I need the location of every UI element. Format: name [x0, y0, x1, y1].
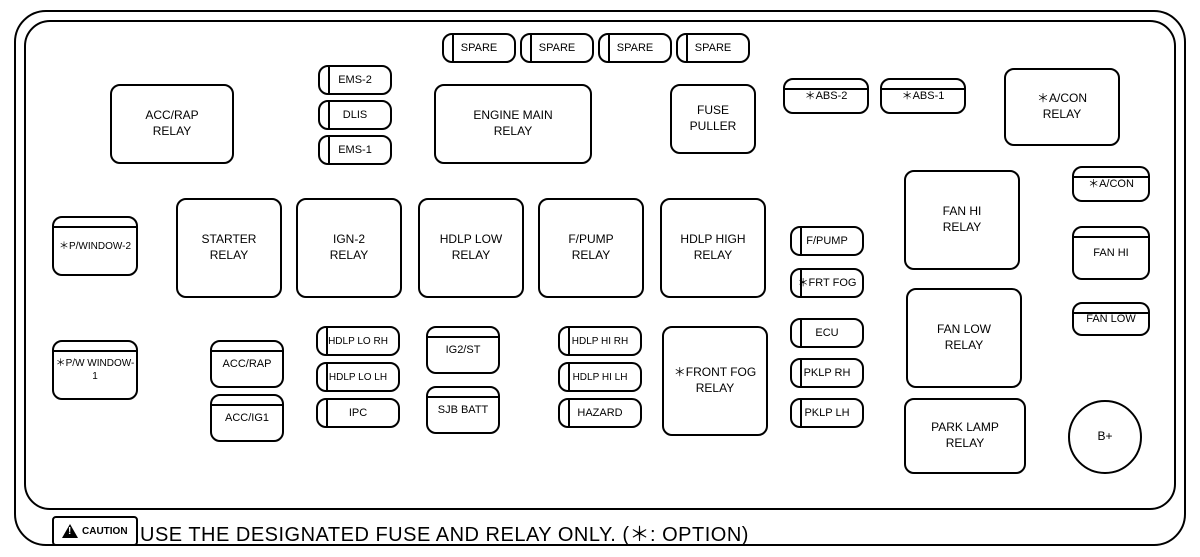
- box-hdlp-high-relay: HDLP HIGH RELAY: [660, 198, 766, 298]
- box-fpump-relay: F/PUMP RELAY: [538, 198, 644, 298]
- box-hdlp-hi-lh: HDLP HI LH: [558, 362, 642, 392]
- box-b-plus: B+: [1068, 400, 1142, 474]
- warning-icon: [62, 524, 78, 538]
- box-ign-2-relay: IGN-2 RELAY: [296, 198, 402, 298]
- box-hdlp-lo-lh: HDLP LO LH: [316, 362, 400, 392]
- box-spare-1: SPARE: [442, 33, 516, 63]
- caution-label: CAUTION: [82, 526, 128, 537]
- box-hazard: HAZARD: [558, 398, 642, 428]
- box-engine-main-relay: ENGINE MAIN RELAY: [434, 84, 592, 164]
- box-fan-low-fuse: FAN LOW: [1072, 302, 1150, 336]
- box-pwindow-2: ＊P/WINDOW-2: [52, 216, 138, 276]
- box-ems-2: EMS-2: [318, 65, 392, 95]
- box-fan-low-relay: FAN LOW RELAY: [906, 288, 1022, 388]
- box-spare-2: SPARE: [520, 33, 594, 63]
- box-spare-3: SPARE: [598, 33, 672, 63]
- box-acon-relay: ＊A/CON RELAY: [1004, 68, 1120, 146]
- box-acc-rap-fuse: ACC/RAP: [210, 340, 284, 388]
- fuse-box-diagram: SPARESPARESPARESPAREACC/RAP RELAYEMS-2DL…: [0, 0, 1200, 557]
- box-front-fog-relay: ＊FRONT FOG RELAY: [662, 326, 768, 436]
- box-ecu: ECU: [790, 318, 864, 348]
- box-fpump-fuse: F/PUMP: [790, 226, 864, 256]
- box-fan-hi-fuse: FAN HI: [1072, 226, 1150, 280]
- box-ems-1: EMS-1: [318, 135, 392, 165]
- box-frt-fog: ＊FRT FOG: [790, 268, 864, 298]
- box-park-lamp-relay: PARK LAMP RELAY: [904, 398, 1026, 474]
- box-acc-rap-relay: ACC/RAP RELAY: [110, 84, 234, 164]
- box-sjb-batt: SJB BATT: [426, 386, 500, 434]
- box-fuse-puller: FUSE PULLER: [670, 84, 756, 154]
- box-dlis: DLIS: [318, 100, 392, 130]
- box-abs-1: ＊ABS-1: [880, 78, 966, 114]
- box-pwindow-1: ＊P/W WINDOW-1: [52, 340, 138, 400]
- caution-badge: CAUTION: [52, 516, 138, 546]
- box-ipc: IPC: [316, 398, 400, 428]
- box-abs-2: ＊ABS-2: [783, 78, 869, 114]
- box-spare-4: SPARE: [676, 33, 750, 63]
- box-hdlp-hi-rh: HDLP HI RH: [558, 326, 642, 356]
- box-ig2-st: IG2/ST: [426, 326, 500, 374]
- box-acon-fuse: ＊A/CON: [1072, 166, 1150, 202]
- box-pklp-lh: PKLP LH: [790, 398, 864, 428]
- box-hdlp-low-relay: HDLP LOW RELAY: [418, 198, 524, 298]
- box-starter-relay: STARTER RELAY: [176, 198, 282, 298]
- box-fan-hi-relay: FAN HI RELAY: [904, 170, 1020, 270]
- footer-text: USE THE DESIGNATED FUSE AND RELAY ONLY. …: [140, 518, 749, 547]
- box-pklp-rh: PKLP RH: [790, 358, 864, 388]
- box-acc-ig1: ACC/IG1: [210, 394, 284, 442]
- box-hdlp-lo-rh: HDLP LO RH: [316, 326, 400, 356]
